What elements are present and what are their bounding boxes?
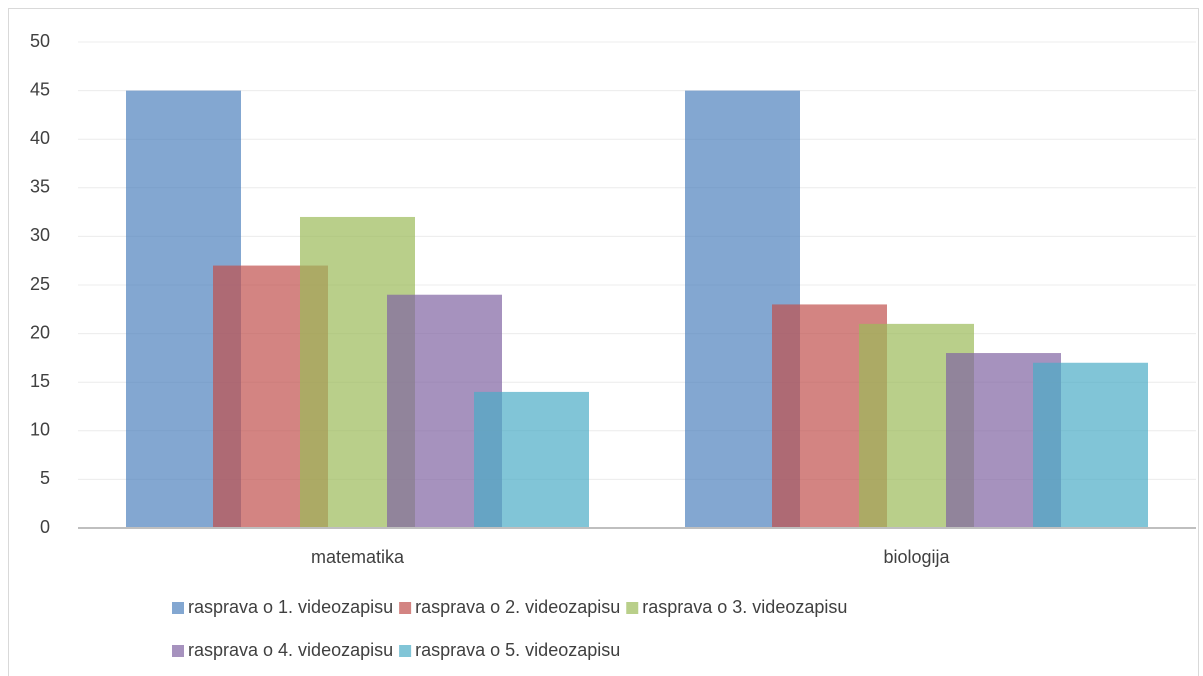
y-tick-label: 25 <box>30 274 50 294</box>
legend-label: rasprava o 1. videozapisu <box>188 597 393 617</box>
x-tick-label: biologija <box>883 547 950 567</box>
y-tick-label: 5 <box>40 468 50 488</box>
legend-label: rasprava o 3. videozapisu <box>642 597 847 617</box>
legend-label: rasprava o 5. videozapisu <box>415 640 620 660</box>
legend-swatch <box>399 602 412 614</box>
y-tick-label: 15 <box>30 371 50 391</box>
bar <box>1033 362 1148 528</box>
y-tick-label: 20 <box>30 322 50 342</box>
y-tick-label: 45 <box>30 79 50 99</box>
legend-swatch <box>399 645 412 657</box>
legend-label: rasprava o 4. videozapisu <box>188 640 393 660</box>
y-tick-label: 0 <box>40 517 50 537</box>
y-tick-label: 10 <box>30 420 50 440</box>
y-tick-label: 50 <box>30 31 50 51</box>
legend-label: rasprava o 2. videozapisu <box>415 597 620 617</box>
legend-swatch <box>626 602 639 614</box>
y-tick-label: 30 <box>30 225 50 245</box>
y-tick-label: 40 <box>30 128 50 148</box>
x-tick-label: matematika <box>311 547 405 567</box>
y-tick-label: 35 <box>30 177 50 197</box>
bar <box>474 391 589 528</box>
legend-swatch <box>172 602 184 614</box>
legend-swatch <box>172 645 184 657</box>
